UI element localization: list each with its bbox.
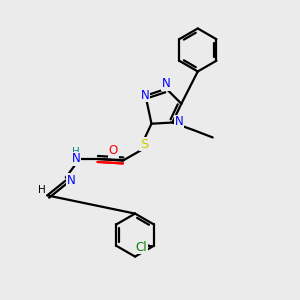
Text: S: S [140,137,148,151]
Text: N: N [175,116,183,128]
Text: N: N [140,88,149,102]
Text: O: O [109,144,118,157]
Text: N: N [67,174,76,187]
Text: N: N [162,77,171,90]
Text: Cl: Cl [136,241,147,254]
Text: H: H [38,185,46,195]
Text: H: H [72,147,80,158]
Text: N: N [72,152,81,166]
